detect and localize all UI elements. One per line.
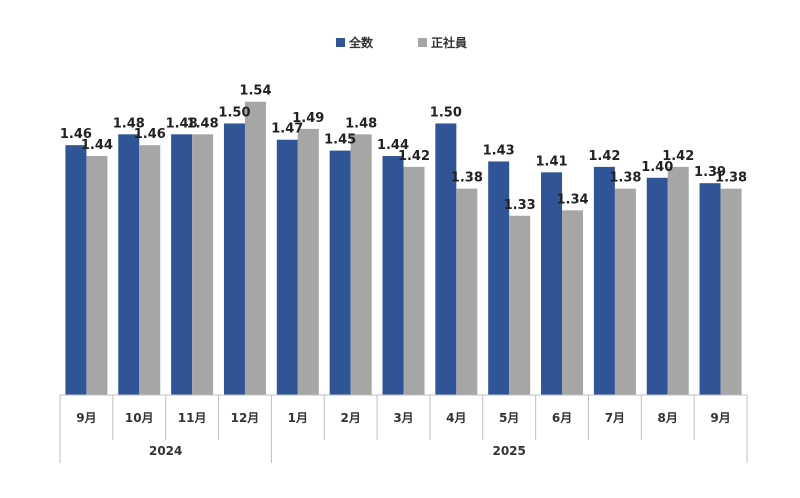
legend-label-regular: 正社員 (431, 35, 467, 50)
bar-regular (667, 166, 689, 395)
year-group-label: 2025 (492, 444, 525, 458)
x-tick-label: 9月 (710, 411, 730, 425)
value-label-all: 1.43 (483, 143, 515, 158)
bar-regular (403, 166, 425, 395)
value-label-all: 1.42 (588, 149, 620, 164)
bar-regular (192, 134, 214, 395)
bar-all (488, 161, 510, 395)
legend-swatch-all (336, 38, 345, 47)
x-tick-label: 4月 (446, 411, 466, 425)
bar-regular (720, 188, 742, 395)
x-axis: 9月 10月 11月 12月 1月 2月 3月 4月 5月 6月 7月 8月 9月 2024 2025 (59, 394, 748, 463)
bar-all (646, 177, 668, 395)
bar-all (65, 145, 87, 395)
value-label-all: 1.47 (271, 122, 303, 137)
value-label-regular: 1.42 (662, 149, 694, 164)
bar-all (699, 183, 721, 395)
legend-swatch-regular (418, 38, 427, 47)
value-label-all: 1.39 (694, 165, 726, 180)
bar-regular (456, 188, 478, 395)
value-label-regular: 1.46 (134, 127, 166, 142)
bar-all (118, 134, 140, 395)
value-label-all: 1.48 (113, 116, 145, 131)
bar-regular (509, 215, 531, 395)
bar-regular (350, 134, 372, 395)
bars-layer (65, 101, 742, 396)
legend-label-all: 全数 (348, 35, 374, 50)
value-label-regular: 1.38 (609, 171, 641, 186)
bar-all (223, 123, 245, 395)
value-label-all: 1.45 (324, 133, 356, 148)
value-label-all: 1.48 (166, 116, 198, 131)
bar-regular (86, 156, 108, 395)
bar-regular (139, 145, 161, 395)
x-tick-label: 11月 (178, 411, 207, 425)
value-label-all: 1.50 (430, 105, 462, 120)
bar-regular (562, 210, 584, 395)
x-tick-label: 2月 (340, 411, 360, 425)
x-tick-label: 6月 (552, 411, 572, 425)
bar-all (171, 134, 193, 395)
bar-all (276, 139, 298, 395)
value-label-regular: 1.38 (451, 171, 483, 186)
value-label-all: 1.41 (535, 154, 567, 169)
bar-regular (614, 188, 636, 395)
value-label-regular: 1.33 (504, 198, 536, 213)
year-group-label: 2024 (149, 444, 182, 458)
value-label-regular: 1.34 (556, 192, 588, 207)
value-label-regular: 1.48 (345, 116, 377, 131)
x-tick-label: 8月 (658, 411, 678, 425)
bar-regular (244, 101, 266, 396)
legend: 全数 正社員 (336, 35, 467, 50)
x-tick-label: 3月 (393, 411, 413, 425)
value-label-regular: 1.54 (239, 84, 271, 99)
x-tick-label: 1月 (288, 411, 308, 425)
bar-all (435, 123, 457, 395)
value-label-regular: 1.49 (292, 111, 324, 126)
value-label-all: 1.40 (641, 160, 673, 175)
bar-all (593, 166, 615, 395)
bar-all (541, 172, 563, 395)
bar-all (382, 156, 404, 395)
bar-regular (297, 128, 319, 395)
value-labels-layer: 1.461.441.481.461.481.481.501.541.471.49… (60, 84, 747, 213)
x-tick-label: 5月 (499, 411, 519, 425)
x-tick-label: 9月 (76, 411, 96, 425)
value-label-all: 1.46 (60, 127, 92, 142)
x-tick-label: 10月 (125, 411, 154, 425)
value-label-regular: 1.38 (715, 171, 747, 186)
x-tick-label: 7月 (605, 411, 625, 425)
value-label-all: 1.50 (218, 105, 250, 120)
x-tick-label: 12月 (231, 411, 260, 425)
value-label-regular: 1.42 (398, 149, 430, 164)
bar-all (329, 150, 351, 395)
value-label-regular: 1.48 (187, 116, 219, 131)
value-label-all: 1.44 (377, 138, 409, 153)
value-label-regular: 1.44 (81, 138, 113, 153)
